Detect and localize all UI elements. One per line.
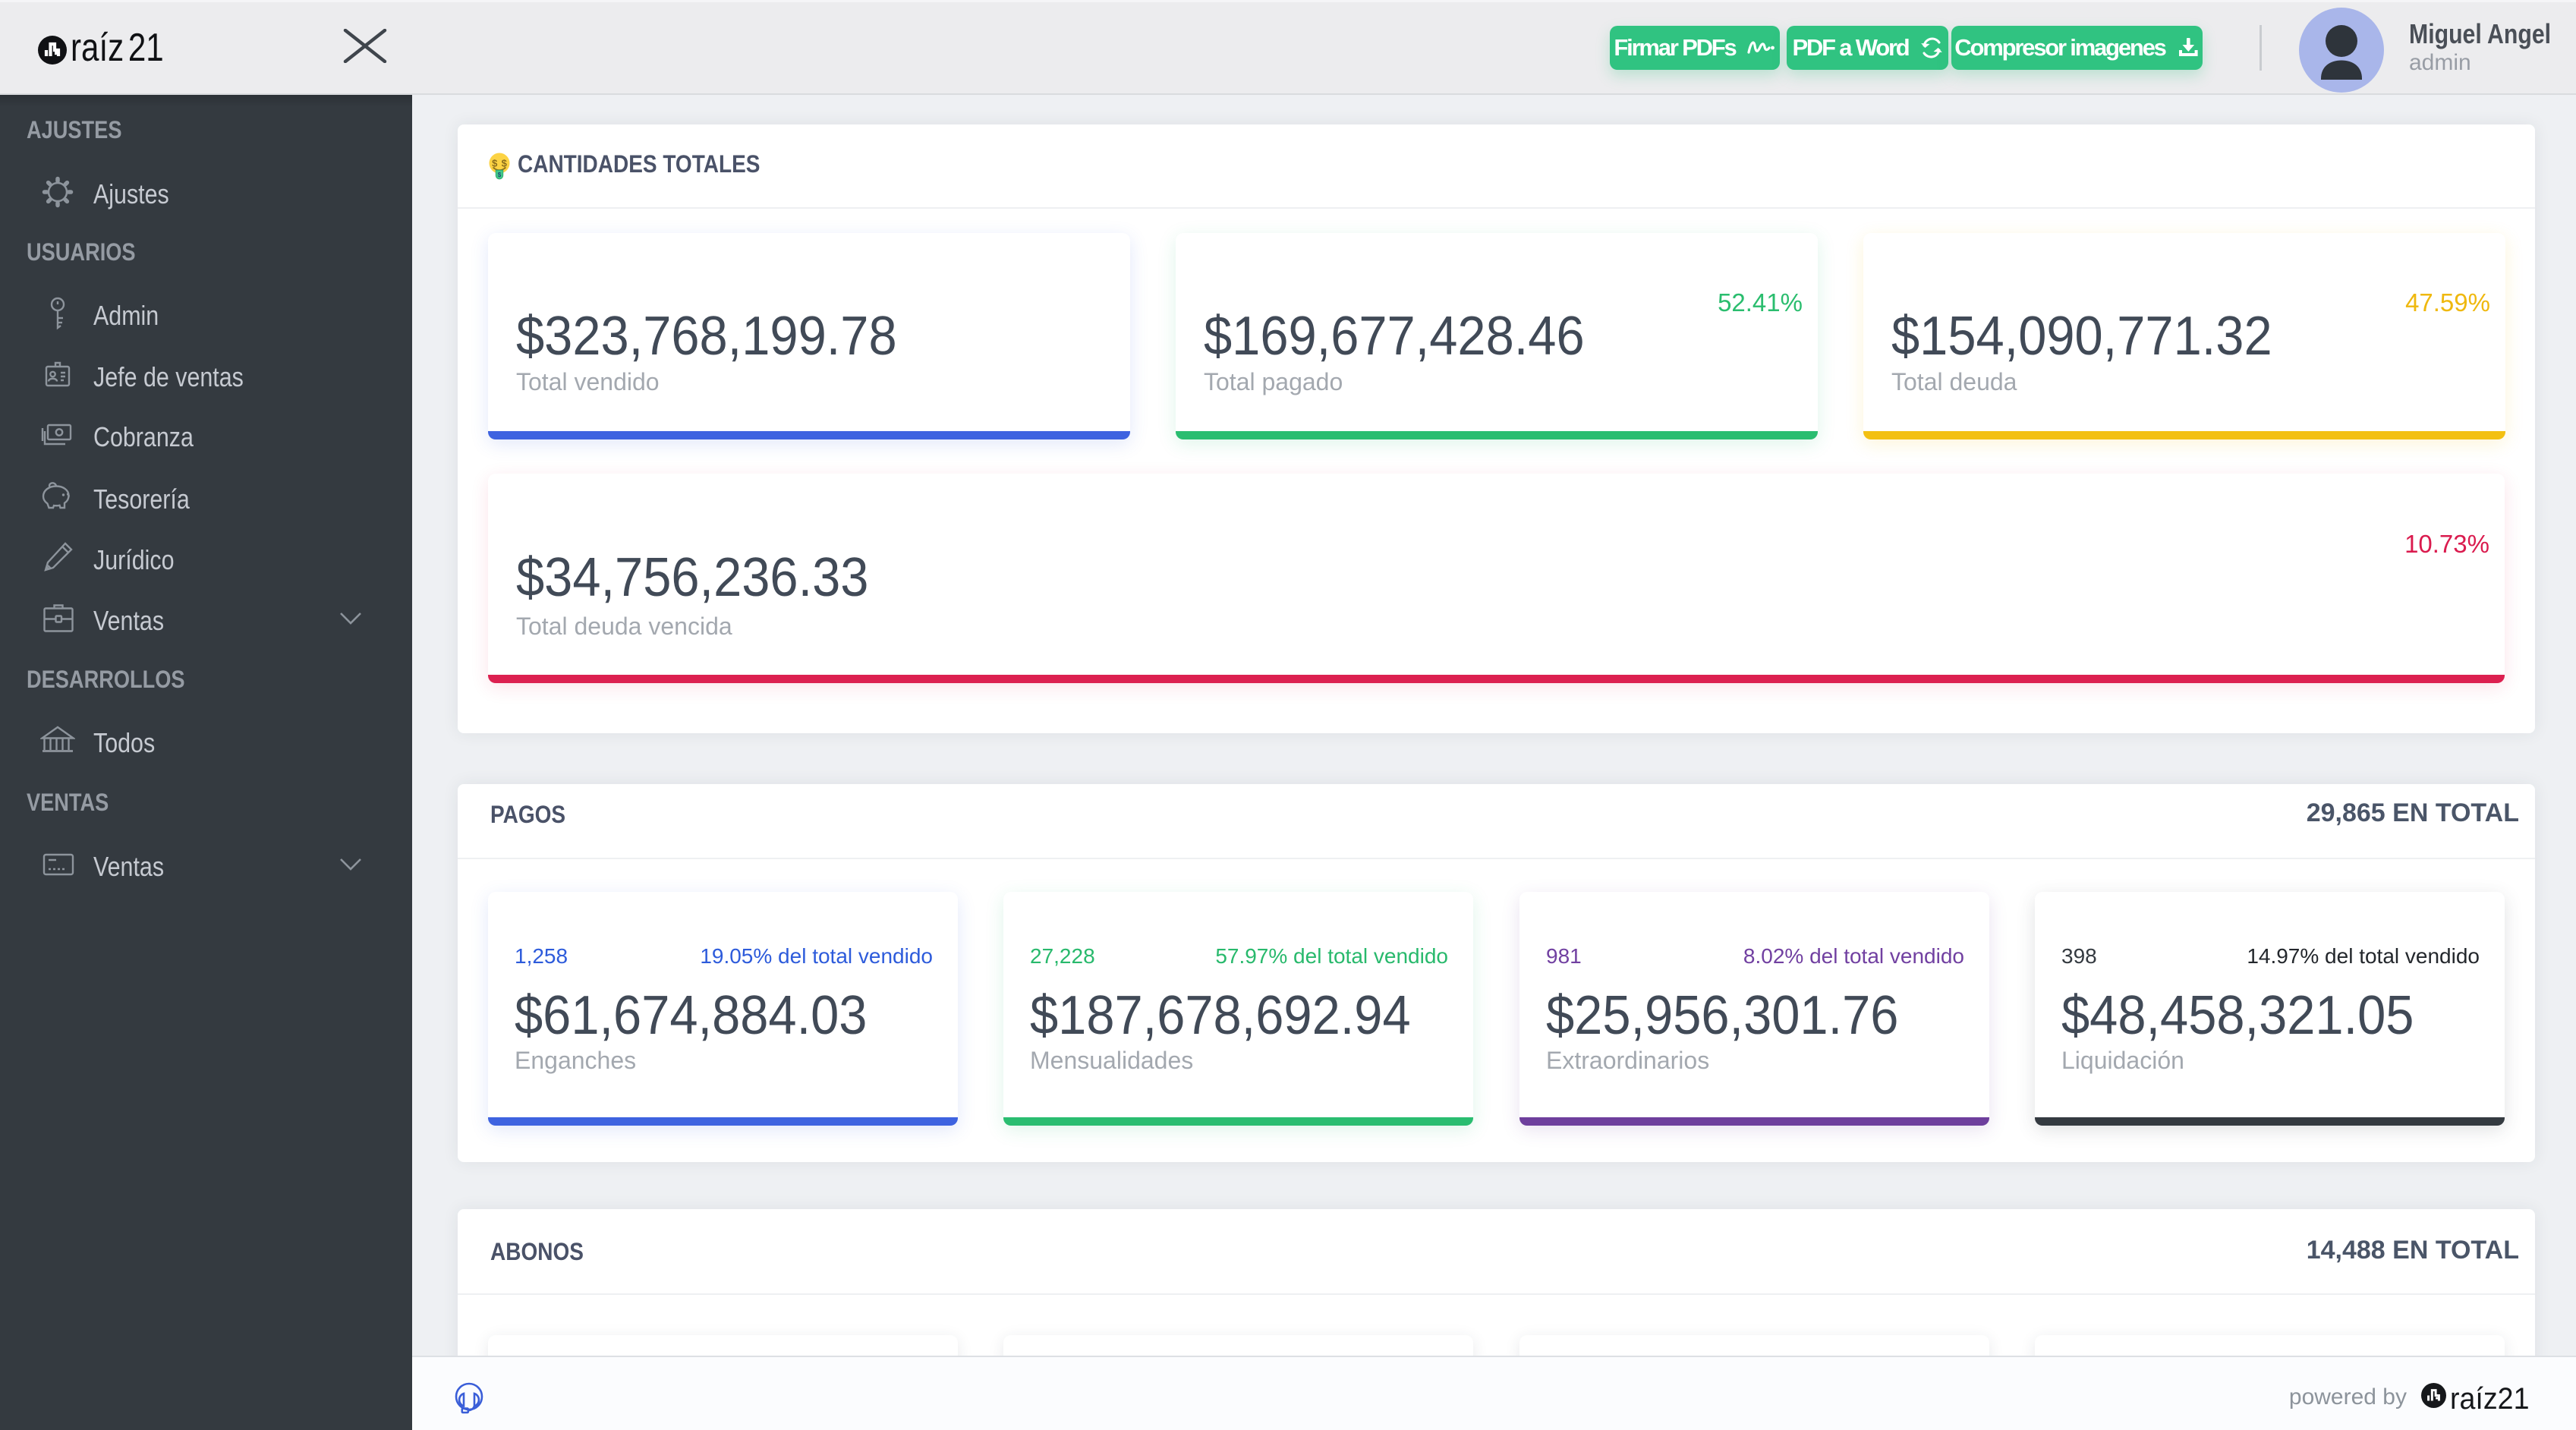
svg-text:$: $ [502, 158, 508, 169]
svg-text:$: $ [492, 158, 498, 169]
svg-text:$: $ [498, 172, 502, 178]
